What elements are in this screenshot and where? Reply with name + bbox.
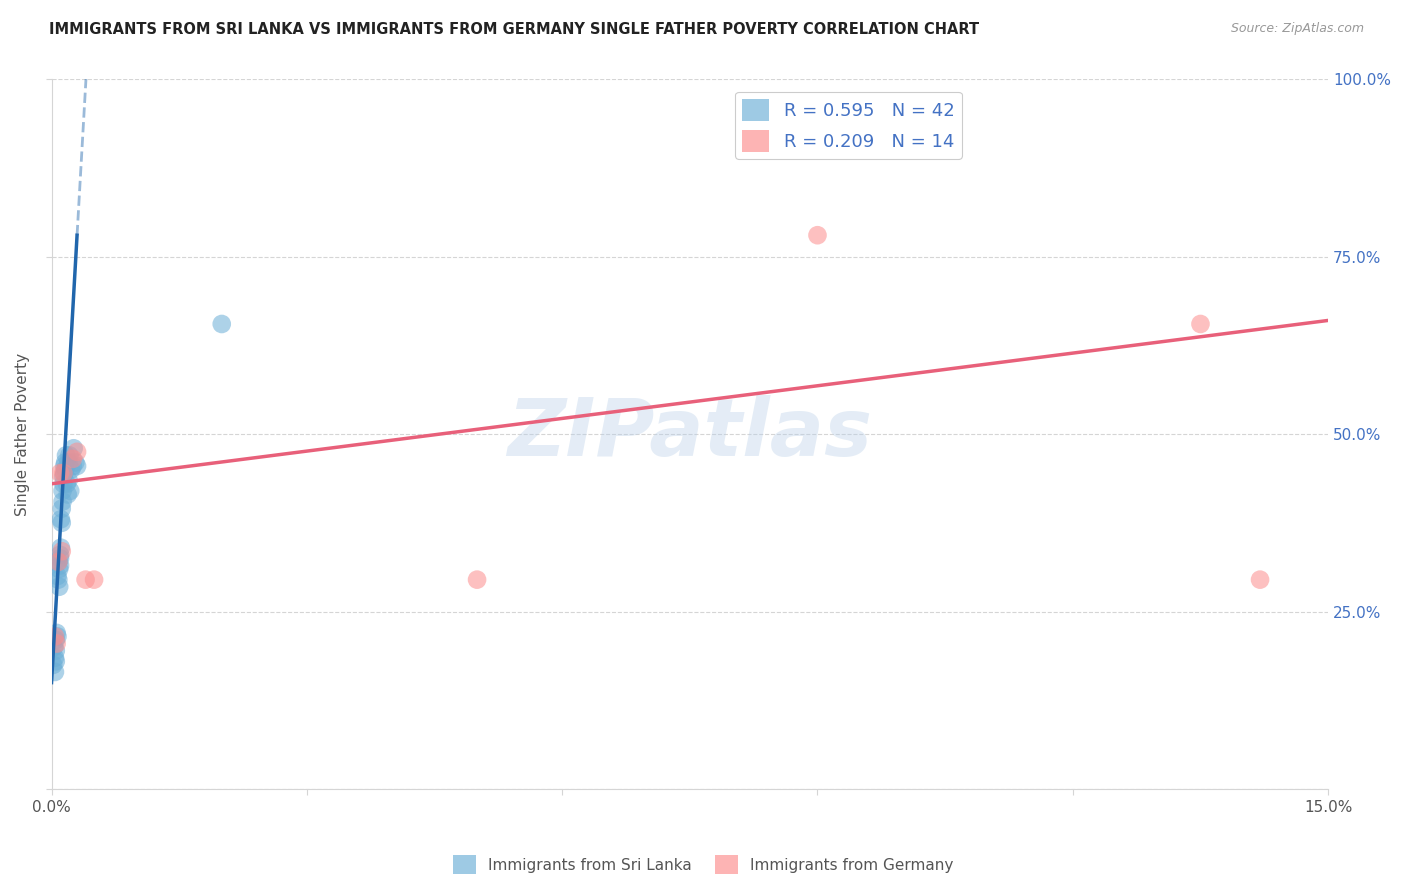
- Point: [52, 469, 75, 483]
- Point: [53, 455, 76, 469]
- Point: [45, 626, 67, 640]
- Point: [58, 455, 80, 469]
- Point: [66, 445, 89, 459]
- Point: [51, 516, 73, 530]
- Point: [46, 630, 69, 644]
- Point: [52, 483, 75, 498]
- Point: [58, 473, 80, 487]
- Text: ZIPatlas: ZIPatlas: [508, 395, 872, 473]
- Point: [51, 544, 73, 558]
- Point: [53, 462, 76, 476]
- Text: IMMIGRANTS FROM SRI LANKA VS IMMIGRANTS FROM GERMANY SINGLE FATHER POVERTY CORRE: IMMIGRANTS FROM SRI LANKA VS IMMIGRANTS …: [49, 22, 980, 37]
- Point: [806, 228, 828, 243]
- Point: [60, 462, 83, 476]
- Point: [46, 569, 69, 583]
- Point: [62, 451, 84, 466]
- Point: [75, 573, 97, 587]
- Text: Source: ZipAtlas.com: Source: ZipAtlas.com: [1230, 22, 1364, 36]
- Legend: R = 0.595   N = 42, R = 0.209   N = 14: R = 0.595 N = 42, R = 0.209 N = 14: [735, 92, 962, 159]
- Point: [44, 650, 66, 665]
- Point: [44, 630, 66, 644]
- Point: [45, 654, 67, 668]
- Point: [1249, 573, 1271, 587]
- Point: [65, 455, 87, 469]
- Point: [53, 458, 76, 473]
- Point: [56, 487, 79, 501]
- Point: [42, 657, 65, 672]
- Legend: Immigrants from Sri Lanka, Immigrants from Germany: Immigrants from Sri Lanka, Immigrants fr…: [447, 849, 959, 880]
- Point: [49, 558, 72, 573]
- Point: [52, 494, 75, 508]
- Y-axis label: Single Father Poverty: Single Father Poverty: [15, 352, 30, 516]
- Point: [1189, 317, 1212, 331]
- Point: [56, 476, 79, 491]
- Point: [51, 501, 73, 516]
- Point: [49, 512, 72, 526]
- Point: [83, 573, 105, 587]
- Point: [44, 665, 66, 679]
- Point: [46, 573, 69, 587]
- Point: [66, 458, 89, 473]
- Point: [53, 466, 76, 480]
- Point: [46, 555, 69, 569]
- Point: [52, 476, 75, 491]
- Point: [62, 458, 84, 473]
- Point: [211, 317, 233, 331]
- Point: [465, 573, 488, 587]
- Point: [58, 449, 80, 463]
- Point: [49, 466, 72, 480]
- Point: [42, 640, 65, 654]
- Point: [45, 632, 67, 647]
- Point: [48, 562, 70, 576]
- Point: [45, 636, 67, 650]
- Point: [55, 449, 77, 463]
- Point: [59, 483, 82, 498]
- Point: [48, 580, 70, 594]
- Point: [62, 442, 84, 456]
- Point: [49, 551, 72, 566]
- Point: [45, 643, 67, 657]
- Point: [49, 541, 72, 555]
- Point: [46, 555, 69, 569]
- Point: [52, 466, 75, 480]
- Point: [49, 548, 72, 562]
